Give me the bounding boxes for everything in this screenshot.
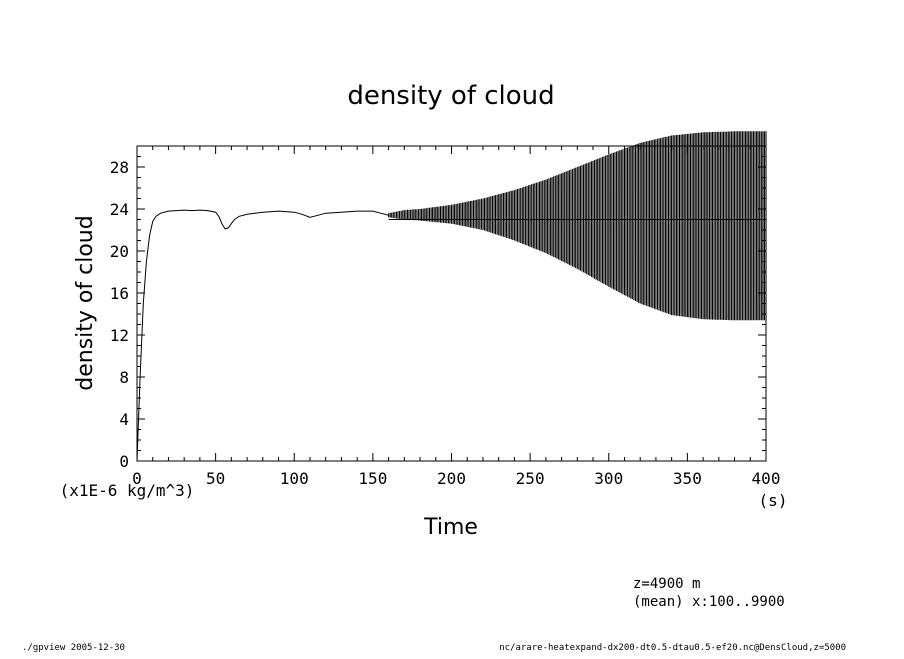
y-tick-label: 0 <box>119 452 129 471</box>
x-tick-label: 300 <box>594 469 623 488</box>
y-tick-label: 12 <box>110 326 129 345</box>
footer-left: ./gpview 2005-12-30 <box>22 643 125 653</box>
x-tick-label: 200 <box>437 469 466 488</box>
y-axis-label: density of cloud <box>73 215 98 390</box>
y-tick-label: 8 <box>119 368 129 387</box>
x-unit-label: (s) <box>759 491 788 510</box>
x-axis-label: Time <box>423 515 478 540</box>
x-tick-label: 0 <box>132 469 142 488</box>
y-tick-label: 16 <box>110 284 129 303</box>
x-tick-label: 350 <box>673 469 702 488</box>
series-line <box>136 209 389 462</box>
x-tick-label: 150 <box>358 469 387 488</box>
axis-ticks: 0 50 100 150 200 250 300 350 400 0 4 8 12 16 20 24 28 <box>110 145 781 488</box>
x-tick-label: 400 <box>752 469 781 488</box>
annotation-z: z=4900 m <box>633 576 700 592</box>
oscillation-band <box>388 131 767 321</box>
footer-right: nc/arare-heatexpand-dx200-dt0.5-dtau0.5-… <box>499 643 846 653</box>
x-tick-label: 100 <box>280 469 309 488</box>
data-layer <box>136 131 767 462</box>
y-tick-label: 4 <box>119 410 129 429</box>
y-tick-label: 20 <box>110 242 129 261</box>
chart-title: density of cloud <box>347 81 554 111</box>
x-tick-label: 250 <box>516 469 545 488</box>
x-tick-label: 50 <box>206 469 225 488</box>
y-tick-label: 24 <box>110 200 129 219</box>
y-unit-label: (x1E-6 kg/m^3) <box>60 481 195 500</box>
y-tick-label: 28 <box>110 158 129 177</box>
annotation-mean: (mean) x:100..9900 <box>633 594 785 610</box>
